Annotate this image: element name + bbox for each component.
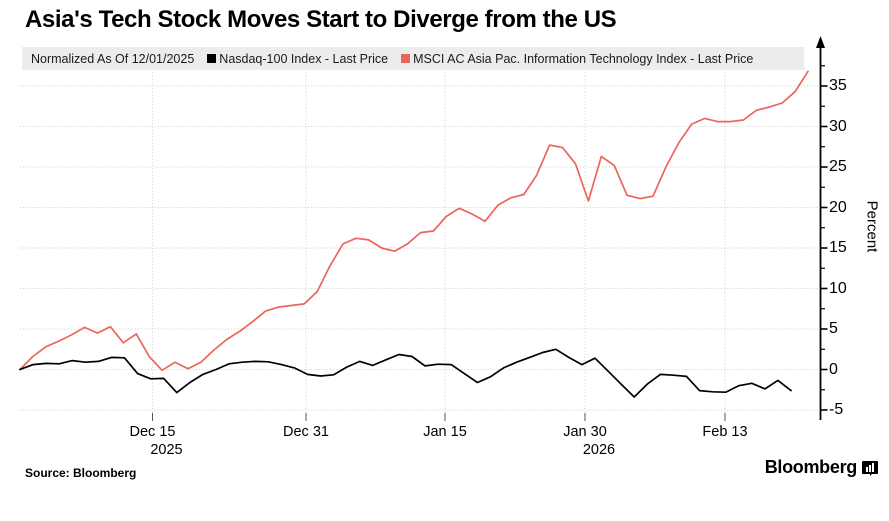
year-label: 2025 <box>150 442 183 458</box>
y-tick-label: -5 <box>829 401 844 418</box>
x-tick-label: Jan 15 <box>423 424 467 440</box>
x-tick-label: Dec 31 <box>283 424 329 440</box>
legend-item-label: MSCI AC Asia Pac. Information Technology… <box>413 51 754 66</box>
legend-item-label: Nasdaq-100 Index - Last Price <box>219 51 389 66</box>
legend-swatch-icon <box>207 54 217 63</box>
legend-item: Nasdaq-100 Index - Last Price <box>207 52 388 66</box>
bloomberg-wordmark: Bloomberg <box>764 457 858 477</box>
y-axis-arrow <box>816 36 825 48</box>
nasdaq-100-line <box>19 348 792 398</box>
y-tick-label: 15 <box>829 239 847 256</box>
x-tick-label: Jan 30 <box>563 424 607 440</box>
y-tick-label: 35 <box>829 77 847 94</box>
x-tick-label: Dec 15 <box>129 424 176 440</box>
chart-legend: Normalized As Of 12/01/2025 Nasdaq-100 I… <box>22 47 804 70</box>
year-label: 2026 <box>582 442 616 458</box>
msci-asia-pac-it-line <box>19 70 809 372</box>
y-tick-label: 30 <box>829 117 847 135</box>
bloomberg-terminal-icon <box>862 460 878 476</box>
y-tick-label: 5 <box>829 320 838 337</box>
y-axis-title: Percent <box>863 200 881 253</box>
legend-swatch-icon <box>401 54 411 63</box>
y-tick-label: 20 <box>829 198 847 216</box>
source-note: Source: Bloomberg <box>25 466 137 480</box>
y-tick-label: 10 <box>829 279 847 297</box>
y-tick-label: 25 <box>829 158 847 175</box>
page-title: Asia's Tech Stock Moves Start to Diverge… <box>25 6 617 33</box>
legend-note: Normalized As Of 12/01/2025 <box>31 51 195 66</box>
legend-item: MSCI AC Asia Pac. Information Technology… <box>401 52 753 66</box>
bloomberg-brand: Bloomberg <box>765 457 878 478</box>
x-tick-label: Feb 13 <box>702 424 748 440</box>
y-tick-label: 0 <box>829 360 838 378</box>
